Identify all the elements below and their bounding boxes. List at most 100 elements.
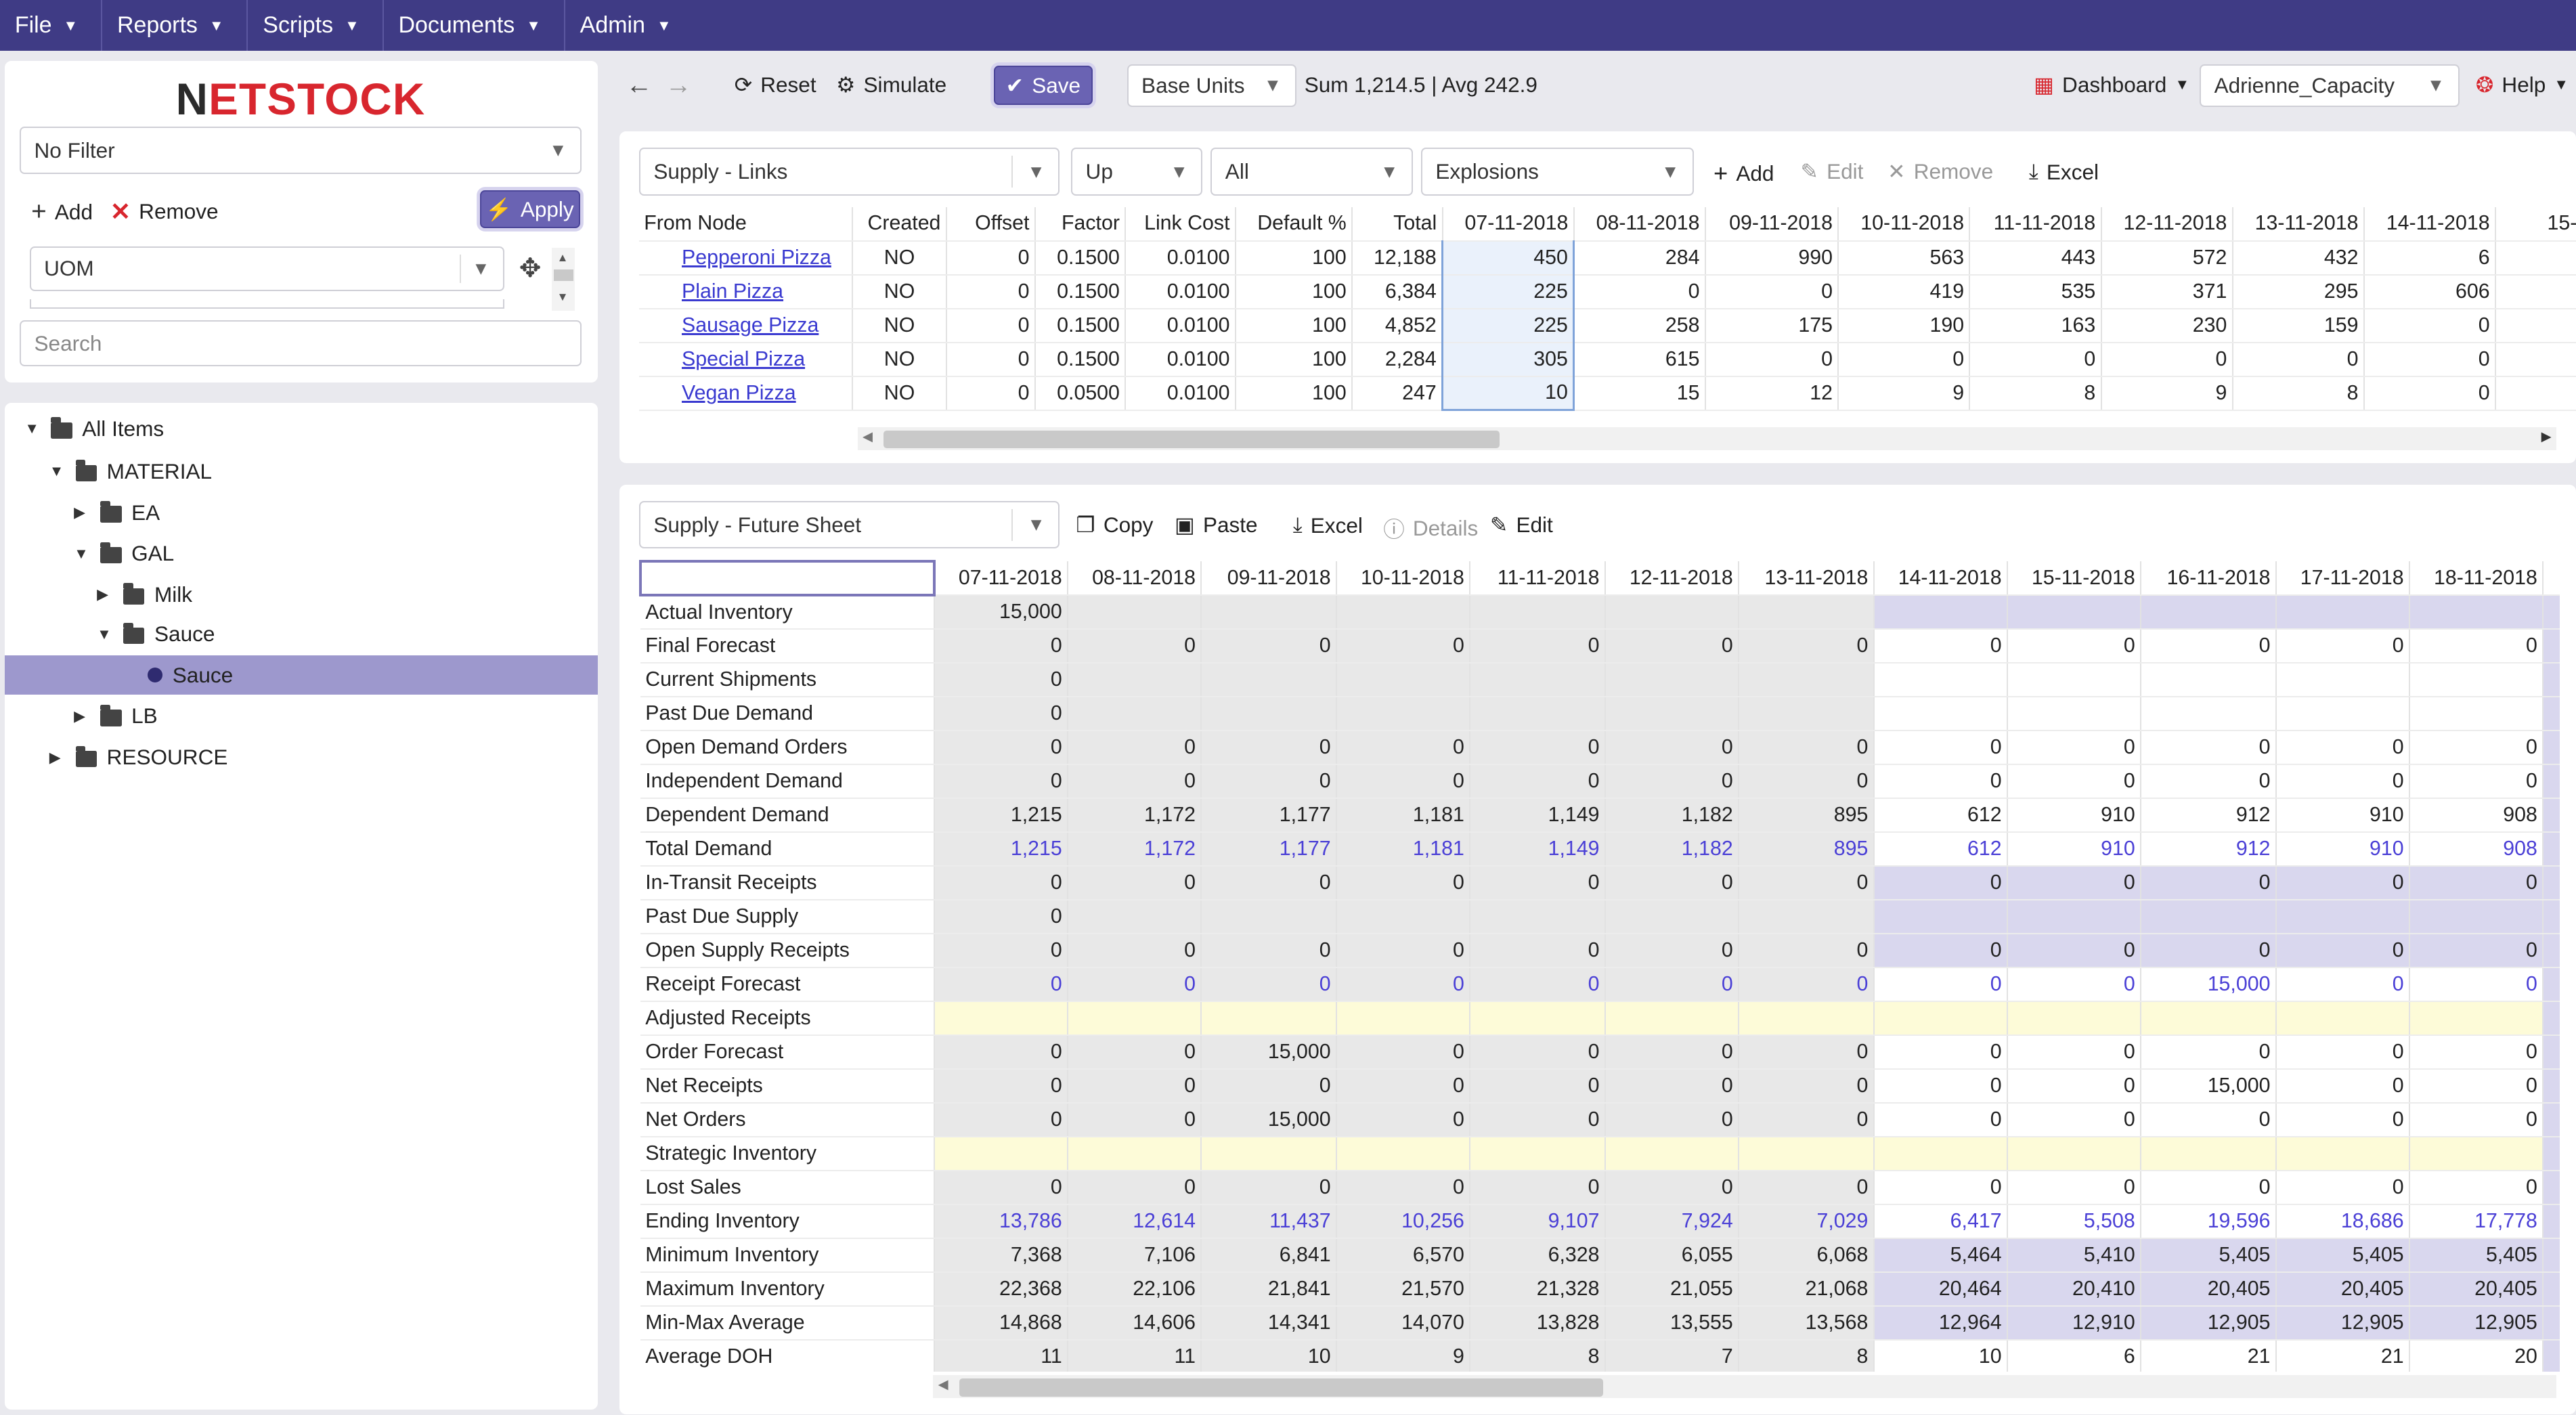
future-cell[interactable]: 0 — [2275, 764, 2410, 800]
future-cell[interactable] — [1604, 1137, 1739, 1172]
future-cell[interactable]: 9 — [1336, 1340, 1471, 1372]
future-cell[interactable]: 17,778 — [2409, 1204, 2544, 1240]
future-cell[interactable] — [2543, 1272, 2560, 1307]
future-cell[interactable]: 0 — [1068, 866, 1202, 901]
future-cell[interactable]: 0 — [1604, 629, 1739, 664]
links-row[interactable]: Sausage Pizza NO 0 0.1500 0.0100 100 4,852 225 2… — [638, 308, 2576, 343]
future-cell[interactable] — [2275, 1001, 2410, 1037]
future-cell[interactable]: 0 — [1873, 1069, 2008, 1104]
future-cell[interactable]: 0 — [2007, 934, 2142, 969]
future-cell[interactable] — [1470, 1137, 1606, 1172]
future-cell[interactable] — [2543, 1001, 2560, 1037]
future-cell[interactable]: 0 — [1336, 731, 1471, 766]
future-date-header[interactable]: 17-11-2018 — [2275, 561, 2410, 596]
links-column-header[interactable]: 12-11-2018 — [2101, 206, 2233, 242]
future-cell[interactable]: 0 — [934, 1171, 1069, 1206]
search-input[interactable]: Search — [20, 320, 582, 367]
future-cell[interactable]: 908 — [2409, 798, 2544, 833]
future-cell[interactable]: 0 — [1068, 1069, 1202, 1104]
future-cell[interactable]: 0 — [2141, 1035, 2277, 1070]
future-cell[interactable]: 0 — [1738, 1069, 1875, 1104]
future-cell[interactable] — [2409, 697, 2544, 732]
future-cell[interactable] — [934, 1137, 1069, 1172]
future-cell[interactable]: 0 — [1738, 866, 1875, 901]
future-cell[interactable]: 0 — [2007, 1035, 2142, 1070]
future-cell[interactable]: 0 — [934, 1103, 1069, 1138]
future-cell[interactable]: 910 — [2275, 832, 2410, 867]
future-cell[interactable]: 0 — [1604, 764, 1739, 800]
future-cell[interactable]: 910 — [2275, 798, 2410, 833]
future-cell[interactable]: 0 — [1873, 934, 2008, 969]
future-cell[interactable]: 12,905 — [2141, 1306, 2277, 1341]
future-cell[interactable]: 0 — [1873, 629, 2008, 664]
future-cell[interactable]: 0 — [934, 1069, 1069, 1104]
future-cell[interactable]: 5,405 — [2275, 1238, 2410, 1274]
future-cell[interactable]: 1,149 — [1470, 832, 1606, 867]
future-cell[interactable]: 0 — [934, 866, 1069, 901]
future-cell[interactable]: 0 — [1470, 629, 1606, 664]
future-cell[interactable]: 11 — [934, 1340, 1069, 1372]
future-cell[interactable]: 0 — [1068, 967, 1202, 1003]
future-cell[interactable]: 1,215 — [934, 798, 1069, 833]
caret-right-icon[interactable]: ▶ — [74, 707, 85, 724]
future-cell[interactable]: 7,924 — [1604, 1204, 1739, 1240]
future-cell[interactable]: 0 — [2275, 866, 2410, 901]
future-cell[interactable]: 0 — [934, 1035, 1069, 1070]
future-cell[interactable] — [2141, 1001, 2277, 1037]
future-cell[interactable] — [1738, 663, 1875, 698]
future-cell[interactable] — [2409, 663, 2544, 698]
future-cell[interactable]: 7,106 — [1068, 1238, 1202, 1274]
links-hscroll[interactable]: ◀ ▶ — [857, 427, 2556, 450]
future-cell[interactable]: 0 — [1336, 1069, 1471, 1104]
future-cell[interactable]: 12,905 — [2275, 1306, 2410, 1341]
future-cell[interactable]: 0 — [934, 967, 1069, 1003]
caret-down-icon[interactable]: ▼ — [97, 625, 112, 643]
future-cell[interactable]: 1,182 — [1604, 832, 1739, 867]
future-cell[interactable] — [2409, 1137, 2544, 1172]
future-cell[interactable]: 0 — [2007, 764, 2142, 800]
future-cell[interactable]: 0 — [1201, 764, 1337, 800]
future-date-header[interactable]: 13-11-2018 — [1738, 561, 1875, 596]
future-cell[interactable]: 0 — [1201, 967, 1337, 1003]
future-cell[interactable] — [2275, 900, 2410, 935]
future-cell[interactable] — [2007, 1001, 2142, 1037]
future-cell[interactable]: 0 — [1201, 1171, 1337, 1206]
mode-select[interactable]: Explosions ▼ — [1421, 148, 1694, 196]
future-cell[interactable] — [2543, 1103, 2560, 1138]
future-cell[interactable] — [2275, 595, 2410, 630]
future-cell[interactable]: 1,182 — [1604, 798, 1739, 833]
future-cell[interactable]: 1,215 — [934, 832, 1069, 867]
future-cell[interactable]: 21,068 — [1738, 1272, 1875, 1307]
future-cell[interactable] — [1873, 595, 2008, 630]
forward-arrow-icon[interactable]: → — [665, 70, 692, 100]
future-date-header[interactable]: 14-11-2018 — [1873, 561, 2008, 596]
links-column-header[interactable]: 15-1 — [2495, 206, 2576, 242]
future-cell[interactable]: 0 — [2141, 1103, 2277, 1138]
future-cell[interactable]: 1,149 — [1470, 798, 1606, 833]
future-cell[interactable] — [1336, 595, 1471, 630]
links-column-header[interactable]: Factor — [1034, 206, 1127, 242]
future-cell[interactable]: 0 — [1873, 1171, 2008, 1206]
future-cell[interactable]: 0 — [1201, 1069, 1337, 1104]
future-cell[interactable] — [1873, 1137, 2008, 1172]
future-cell[interactable]: 0 — [2141, 1171, 2277, 1206]
future-hscroll[interactable]: ◀ — [933, 1375, 2556, 1399]
future-cell[interactable]: 22,368 — [934, 1272, 1069, 1307]
future-cell[interactable]: 12,905 — [2409, 1306, 2544, 1341]
future-cell[interactable] — [2543, 731, 2560, 766]
future-cell[interactable]: 0 — [2275, 967, 2410, 1003]
future-cell[interactable]: 15,000 — [1201, 1103, 1337, 1138]
links-column-header[interactable]: 11-11-2018 — [1969, 206, 2102, 242]
future-cell[interactable]: 0 — [1068, 1171, 1202, 1206]
future-cell[interactable]: 12,964 — [1873, 1306, 2008, 1341]
future-cell[interactable]: 12,910 — [2007, 1306, 2142, 1341]
future-date-header[interactable]: 16-11-2018 — [2141, 561, 2277, 596]
future-cell[interactable]: 0 — [1470, 1035, 1606, 1070]
future-cell[interactable]: 14,868 — [934, 1306, 1069, 1341]
future-cell[interactable] — [1873, 663, 2008, 698]
future-cell[interactable]: 0 — [2275, 1069, 2410, 1104]
future-cell[interactable]: 0 — [2275, 1171, 2410, 1206]
future-cell[interactable]: 8 — [1470, 1340, 1606, 1372]
future-cell[interactable]: 0 — [2409, 866, 2544, 901]
future-cell[interactable]: 10 — [1201, 1340, 1337, 1372]
